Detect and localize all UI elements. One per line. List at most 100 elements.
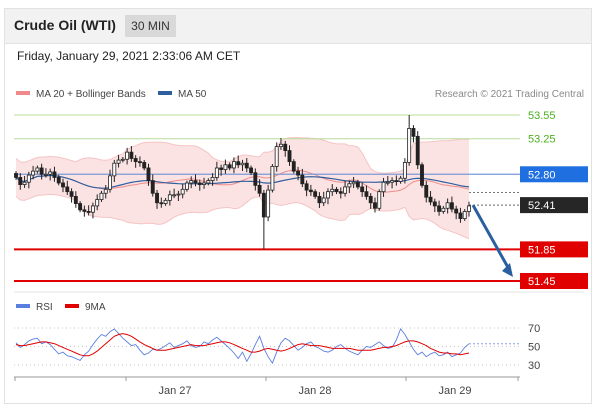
candle-body	[176, 193, 181, 196]
candle-body	[432, 201, 437, 207]
candle-body	[193, 180, 198, 184]
candle-body	[112, 162, 117, 177]
last-price-box	[520, 197, 588, 214]
candle-body	[180, 188, 185, 195]
x-tick-label-0: Jan 27	[158, 385, 191, 397]
rsi-ma-legend-label: 9MA	[85, 302, 106, 313]
rsi-ma-legend-swatch	[65, 304, 79, 308]
candle-body	[330, 188, 335, 193]
candle-body	[364, 191, 369, 197]
candle-body	[78, 203, 83, 211]
ma20-legend-label: MA 20 + Bollinger Bands	[36, 89, 146, 100]
forecast-arrow-shaft	[471, 204, 512, 272]
candle-body	[189, 180, 194, 184]
candle-body	[338, 191, 343, 194]
bollinger-upper-band	[15, 137, 470, 174]
candle-body	[219, 167, 224, 170]
candle-body	[137, 161, 142, 164]
candle-body	[441, 207, 446, 212]
candle-body	[385, 181, 390, 184]
candle-body	[420, 164, 424, 186]
candle-body	[206, 180, 211, 184]
candle-body	[103, 188, 108, 194]
rsi-panel: 70 50 30	[14, 323, 540, 372]
bollinger-band-area	[16, 137, 469, 239]
candle-body	[257, 184, 262, 194]
candle-body	[86, 211, 91, 213]
candle-body	[390, 180, 395, 183]
candle-body	[343, 186, 348, 194]
candle-body	[347, 183, 352, 188]
research-credit: Research © 2021 Trading Central	[435, 89, 584, 100]
bollinger-bands	[15, 137, 470, 240]
resistance-label-53.25: 53.25	[528, 134, 556, 146]
candle-body	[22, 181, 27, 185]
instrument-title: Crude Oil (WTI)	[14, 17, 116, 33]
candle-body	[407, 128, 412, 163]
candle-body	[437, 205, 442, 212]
rsi-ma-line	[15, 333, 470, 357]
x-tick-label-1: Jan 28	[298, 385, 331, 397]
candle-body	[48, 171, 53, 175]
candle-body	[244, 162, 249, 169]
candle-body	[449, 202, 454, 210]
candle-body	[236, 161, 241, 166]
x-axis-ticks: Jan 27 Jan 28 Jan 29	[14, 377, 519, 397]
candle-body	[185, 182, 189, 190]
candle-body	[308, 189, 313, 193]
candle-body	[287, 150, 292, 163]
candle-body	[317, 196, 322, 204]
candle-body	[197, 182, 202, 185]
candle-body	[368, 196, 373, 204]
candle-body	[155, 192, 159, 204]
candle-body	[428, 196, 433, 203]
candle-body	[291, 161, 296, 172]
candle-body	[14, 173, 18, 178]
chart-datetime: Friday, January 29, 2021 2:33:06 AM CET	[17, 49, 241, 63]
rsi-tick-50: 50	[528, 342, 540, 354]
support-label-box-51.85	[520, 241, 588, 258]
candle-body	[26, 174, 31, 183]
candle-body	[377, 191, 382, 209]
candle-body	[445, 202, 450, 209]
resistance-label-53.55: 53.55	[528, 110, 556, 122]
x-tick-label-2: Jan 29	[438, 385, 471, 397]
candle-body	[402, 162, 407, 179]
candle-body	[65, 186, 70, 193]
candle-body	[227, 164, 232, 169]
candle-body	[90, 205, 95, 213]
forecast-arrow	[471, 204, 513, 277]
candle-body	[39, 167, 44, 175]
forecast-arrow-head	[502, 263, 513, 277]
candle-body	[360, 186, 365, 193]
candle-body	[240, 162, 245, 166]
candle-body	[462, 211, 467, 219]
candle-body	[35, 167, 40, 172]
candle-body	[56, 177, 61, 184]
candle-body	[116, 159, 121, 164]
candle-body	[43, 173, 48, 176]
candle-body	[411, 128, 416, 137]
candle-body	[232, 161, 236, 169]
candle-body	[125, 151, 130, 160]
candle-body	[321, 197, 326, 204]
candle-body	[394, 180, 399, 183]
price-levels: 53.55 53.25 52.80 52.41 51.85 51.45	[14, 110, 588, 289]
ma50-legend-swatch	[158, 91, 172, 95]
candle-body	[270, 165, 275, 191]
candle-body	[424, 184, 429, 198]
candle-body	[283, 143, 288, 151]
candle-body	[274, 146, 279, 167]
candle-body	[398, 177, 403, 182]
candle-body	[415, 135, 420, 166]
candle-body	[326, 191, 330, 199]
candle-body	[381, 181, 386, 193]
rsi-tick-30: 30	[528, 360, 540, 372]
support-label-51.85: 51.85	[528, 244, 556, 256]
candle-body	[172, 194, 177, 197]
candle-body	[261, 192, 266, 218]
candle-body	[69, 191, 74, 197]
timeframe-badge[interactable]: 30 MIN	[125, 15, 176, 37]
support-label-box-51.45	[520, 273, 588, 289]
candle-body	[266, 189, 271, 218]
